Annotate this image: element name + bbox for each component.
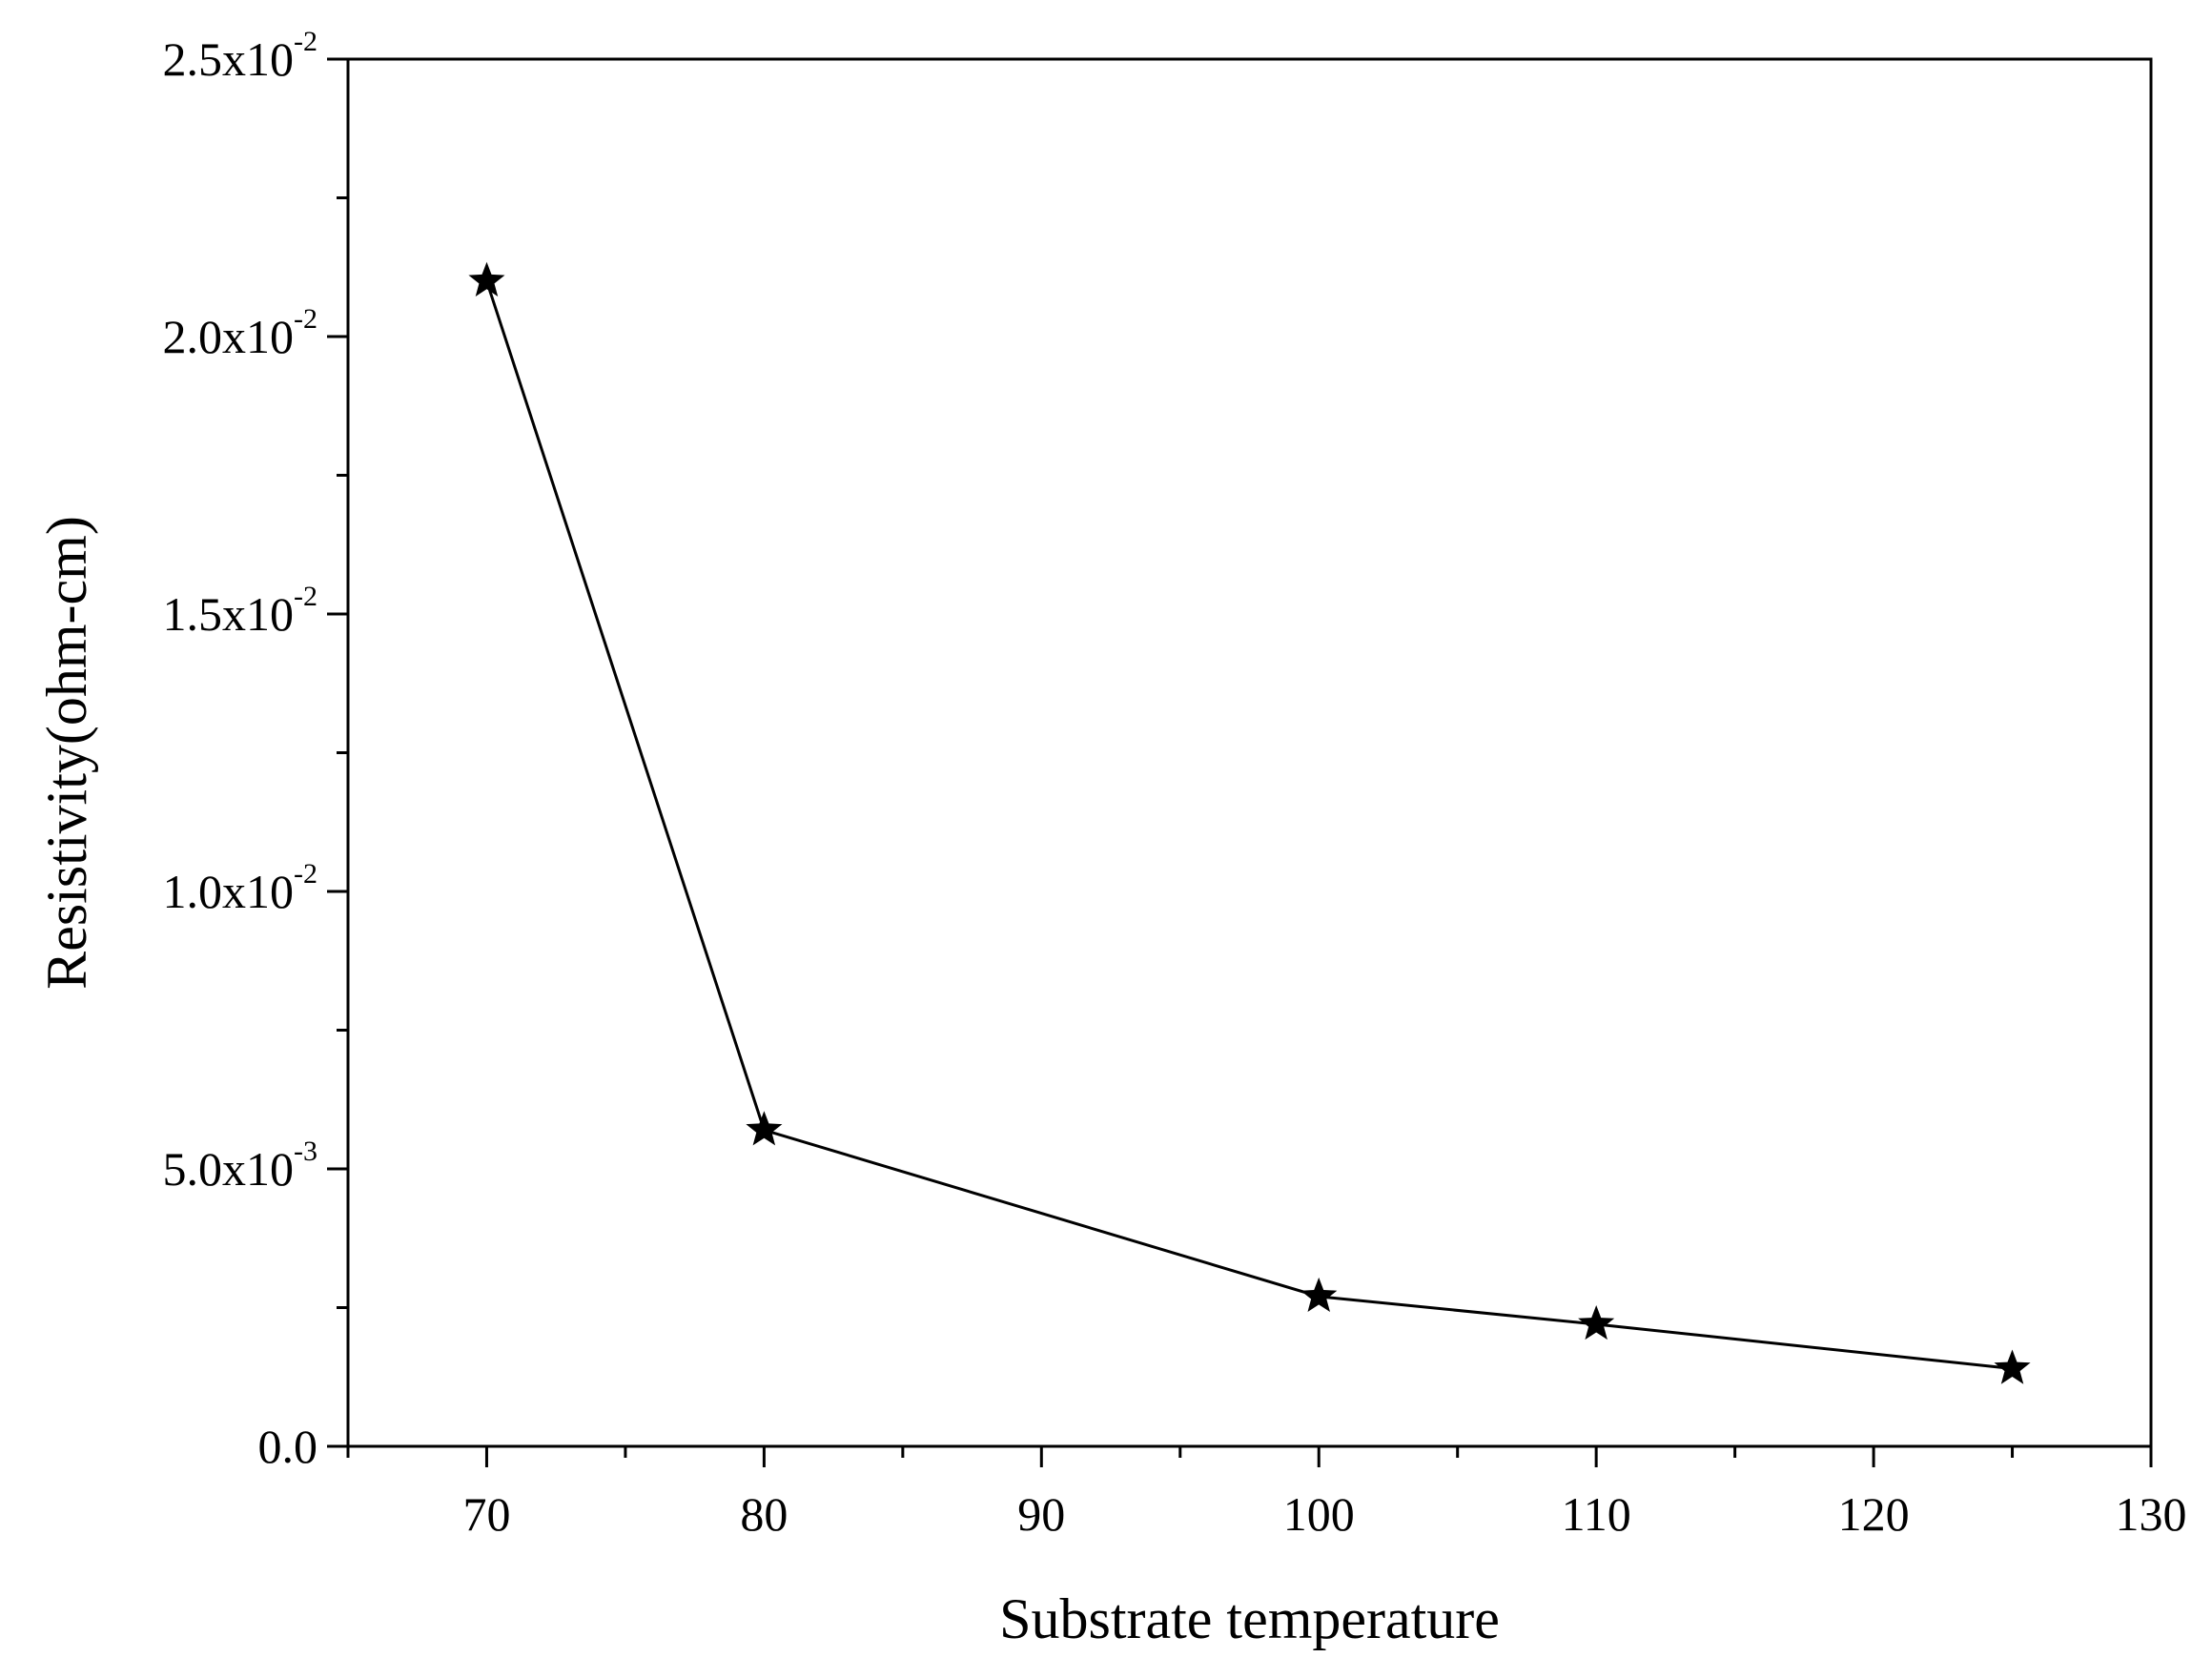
y-tick-label: 5.0x10-3 [163, 1136, 318, 1196]
y-tick-label: 0.0 [258, 1420, 318, 1473]
y-tick-label: 2.5x10-2 [163, 26, 318, 86]
y-tick-label: 1.5x10-2 [163, 581, 318, 641]
data-point-star [1994, 1349, 2031, 1384]
y-axis-title: Resistivity(ohm-cm) [35, 516, 98, 990]
series [468, 261, 2031, 1384]
x-tick-label: 100 [1283, 1487, 1355, 1541]
x-tick-label: 120 [1838, 1487, 1910, 1541]
y-tick-label: 1.0x10-2 [163, 858, 318, 918]
x-tick-label: 110 [1562, 1487, 1631, 1541]
data-point-star [1578, 1305, 1615, 1340]
x-tick-label: 80 [740, 1487, 788, 1541]
x-tick-label: 90 [1017, 1487, 1065, 1541]
x-axis-title: Substrate temperature [999, 1587, 1500, 1650]
data-point-star [1301, 1277, 1338, 1312]
data-point-star [468, 261, 505, 297]
y-tick-label: 2.0x10-2 [163, 303, 318, 363]
data-point-star [746, 1111, 783, 1146]
ticks: 70 80 90 100 110 120 130 0.0 5.0x10-3 1.0x10-2 1.5… [163, 26, 2187, 1541]
axes [346, 57, 2153, 1448]
x-tick-label: 130 [2116, 1487, 2187, 1541]
plot-frame [346, 57, 2153, 1448]
x-tick-label: 70 [462, 1487, 510, 1541]
series-line [485, 280, 2013, 1371]
